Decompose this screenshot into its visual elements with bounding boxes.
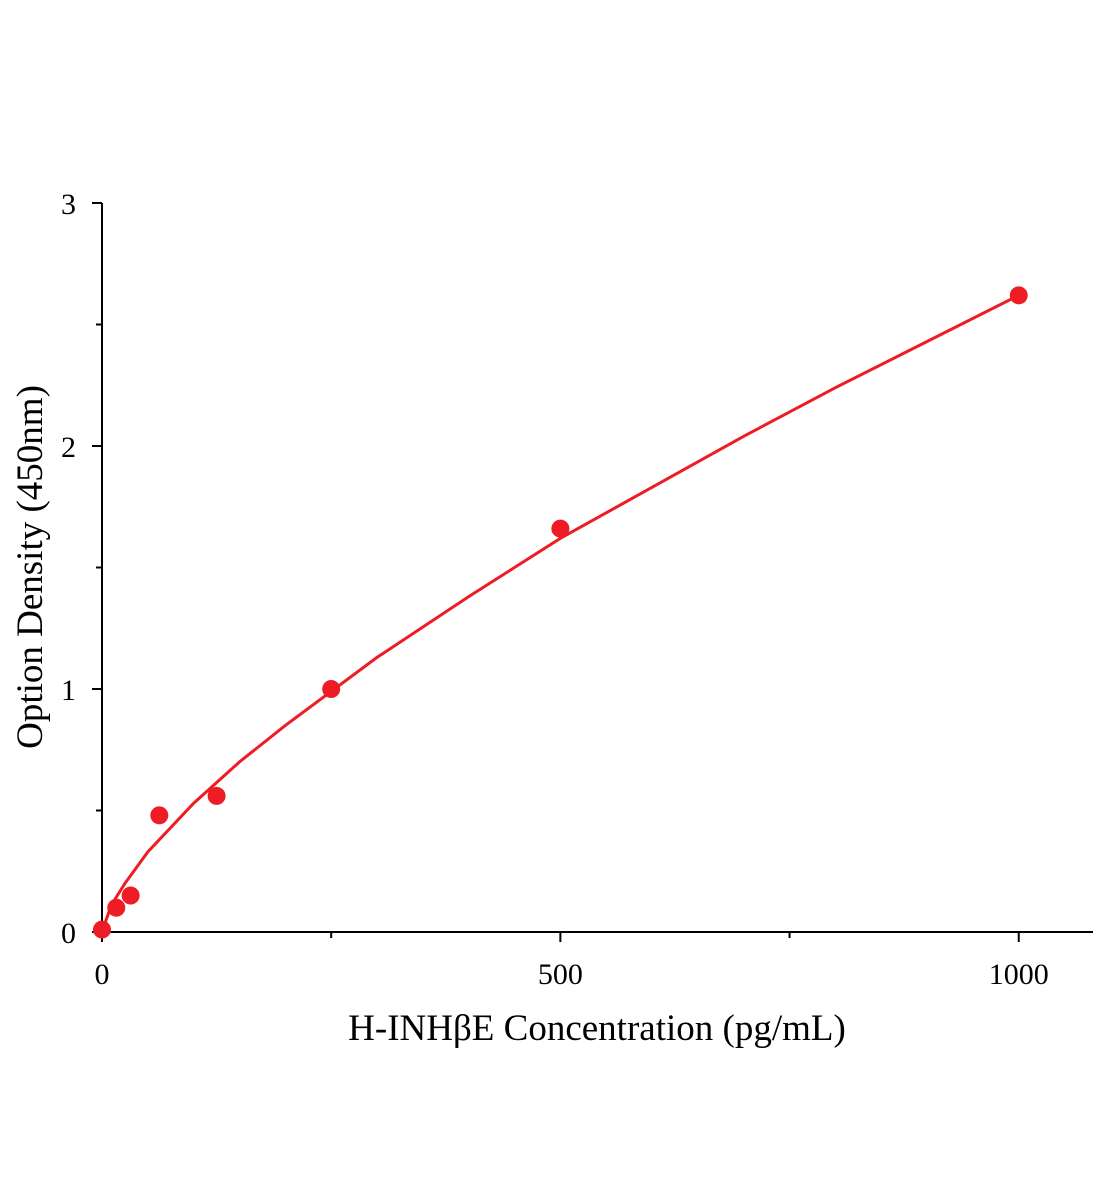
data-point bbox=[551, 519, 570, 538]
fit-curve bbox=[100, 294, 1020, 933]
x-axis-label: H-INHβE Concentration (pg/mL) bbox=[348, 1008, 846, 1049]
y-axis-label: Option Density (450nm) bbox=[10, 385, 51, 749]
x-tick-label: 1000 bbox=[989, 958, 1049, 991]
y-tick-label: 1 bbox=[61, 674, 76, 707]
x-tick-label: 0 bbox=[95, 958, 110, 991]
y-tick-label: 0 bbox=[61, 917, 76, 950]
data-point bbox=[121, 886, 140, 905]
y-tick-label: 3 bbox=[61, 188, 76, 221]
data-point bbox=[207, 786, 226, 805]
x-tick-label: 500 bbox=[538, 958, 583, 991]
data-point bbox=[150, 806, 169, 825]
y-tick-label: 2 bbox=[61, 431, 76, 464]
